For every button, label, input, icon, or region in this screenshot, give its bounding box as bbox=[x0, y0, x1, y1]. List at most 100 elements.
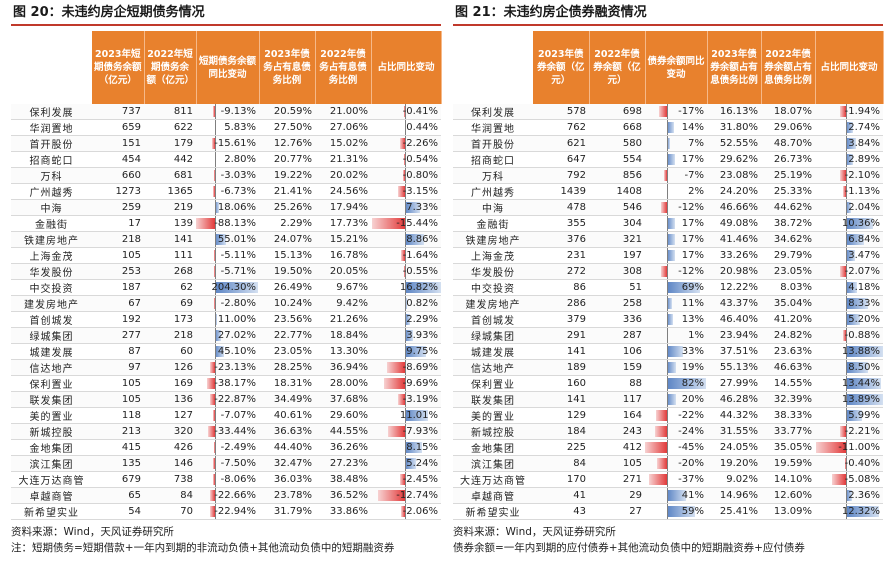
bar-value: -8.06% bbox=[220, 474, 256, 486]
company-cell: 招商蛇口 bbox=[11, 151, 92, 169]
table-row: 信达地产 97 126 -23.13% 28.25% 36.94% -8.69% bbox=[11, 359, 441, 377]
ratio-2022-cell: 38.72% bbox=[761, 215, 815, 233]
bar-value: 14% bbox=[681, 122, 704, 134]
bar-value: 13.88% bbox=[841, 346, 880, 358]
ratio-change-cell: -3.15% bbox=[371, 183, 441, 201]
bar-axis bbox=[666, 312, 668, 327]
bar-value: 17% bbox=[681, 218, 704, 230]
bar-axis bbox=[845, 184, 847, 199]
bar-value: 2.36% bbox=[848, 490, 880, 502]
ratio-change-cell: -15.44% bbox=[371, 215, 441, 233]
right-source: 资料来源：Wind，天风证券研究所 bbox=[453, 526, 616, 539]
company-cell: 金地集团 bbox=[453, 439, 533, 457]
bar-value: 13.89% bbox=[841, 394, 880, 406]
bar-axis bbox=[845, 344, 847, 359]
positive-bar bbox=[404, 234, 424, 246]
y2023-cell: 225 bbox=[533, 439, 589, 457]
bar-axis bbox=[214, 216, 216, 231]
bar-axis bbox=[404, 376, 406, 391]
y2023-cell: 65 bbox=[92, 487, 144, 505]
bar-value: -3.19% bbox=[402, 394, 438, 406]
bar-value: 8.86% bbox=[406, 234, 438, 246]
table-row: 中海 478 546 -12% 46.66% 44.62% 2.04% bbox=[453, 199, 883, 217]
yoy-change-cell: -22.66% bbox=[196, 487, 259, 505]
bar-value: -6.73% bbox=[220, 186, 256, 198]
table-row: 保利置业 105 169 -38.17% 18.31% 28.00% -9.69% bbox=[11, 375, 441, 393]
ratio-2023-cell: 23.78% bbox=[259, 487, 315, 505]
y2022-cell: 1365 bbox=[144, 183, 196, 201]
table-row: 新城控股 213 320 -33.44% 36.63% 44.55% -7.93% bbox=[11, 423, 441, 441]
company-cell: 美的置业 bbox=[453, 407, 533, 425]
bar-axis bbox=[214, 184, 216, 199]
company-cell: 首开股份 bbox=[11, 135, 92, 153]
right-table-body: 保利发展 578 698 -17% 16.13% 18.07% -1.94% 华润置地 762 6… bbox=[453, 104, 883, 521]
bar-axis bbox=[666, 424, 668, 439]
table-row: 联发集团 105 136 -22.87% 34.49% 37.68% -3.19% bbox=[11, 391, 441, 409]
ratio-2022-cell: 35.04% bbox=[761, 295, 815, 313]
bar-value: -7.50% bbox=[220, 458, 256, 470]
bar-value: 2.80% bbox=[224, 154, 256, 166]
table-row: 万科 660 681 -3.03% 19.22% 20.02% -0.80% bbox=[11, 167, 441, 185]
y2023-cell: 141 bbox=[533, 391, 589, 409]
y2022-cell: 164 bbox=[589, 407, 645, 425]
ratio-2023-cell: 55.13% bbox=[707, 359, 761, 377]
right-figure-title: 图 21：未违约房企债券融资情况 bbox=[453, 0, 883, 26]
yoy-change-cell: -5.11% bbox=[196, 247, 259, 265]
ratio-2022-cell: 28.00% bbox=[315, 375, 371, 393]
ratio-2023-cell: 22.77% bbox=[259, 327, 315, 345]
company-cell: 城建发展 bbox=[11, 343, 92, 361]
ratio-2023-cell: 19.22% bbox=[259, 167, 315, 185]
table-row: 绿城集团 291 287 1% 23.94% 24.82% -0.88% bbox=[453, 327, 883, 345]
company-cell: 大连万达商管 bbox=[453, 471, 533, 489]
company-cell: 信达地产 bbox=[11, 359, 92, 377]
ratio-change-cell: -0.80% bbox=[371, 167, 441, 185]
negative-bar bbox=[843, 330, 846, 342]
ratio-change-cell: 8.50% bbox=[815, 359, 883, 377]
table-row: 华发股份 272 308 -12% 20.98% 23.05% -2.07% bbox=[453, 263, 883, 281]
y2022-cell: 308 bbox=[589, 263, 645, 281]
bar-value: 2% bbox=[688, 186, 704, 198]
ratio-change-cell: 16.82% bbox=[371, 279, 441, 297]
yoy-change-cell: -5.71% bbox=[196, 263, 259, 281]
positive-bar bbox=[845, 298, 868, 310]
positive-bar bbox=[845, 250, 855, 262]
bar-value: 0.82% bbox=[406, 298, 438, 310]
negative-bar bbox=[400, 138, 405, 150]
y2023-cell: 355 bbox=[533, 215, 589, 233]
ratio-2022-cell: 38.33% bbox=[761, 407, 815, 425]
y2022-cell: 173 bbox=[144, 311, 196, 329]
left-notes: 资料来源：Wind，天风证券研究所 注：短期债务=短期借款+一年内到期的非流动负… bbox=[11, 524, 441, 556]
ratio-2023-cell: 27.99% bbox=[707, 375, 761, 393]
ratio-2022-cell: 36.94% bbox=[315, 359, 371, 377]
y2022-cell: 69 bbox=[144, 295, 196, 313]
ratio-2022-cell: 13.30% bbox=[315, 343, 371, 361]
company-cell: 新城控股 bbox=[453, 423, 533, 441]
right-header-corner bbox=[453, 31, 533, 104]
positive-bar bbox=[845, 138, 856, 150]
bar-axis bbox=[404, 312, 406, 327]
bar-value: 2.74% bbox=[848, 122, 880, 134]
y2023-cell: 129 bbox=[533, 407, 589, 425]
table-row: 新希望实业 43 27 59% 25.41% 13.09% 12.32% bbox=[453, 503, 883, 521]
yoy-change-cell: -7.50% bbox=[196, 455, 259, 473]
bar-axis bbox=[404, 296, 406, 311]
table-row: 首创城发 379 336 13% 46.40% 41.20% 5.20% bbox=[453, 311, 883, 329]
yoy-change-cell: -22.87% bbox=[196, 391, 259, 409]
y2022-cell: 126 bbox=[144, 359, 196, 377]
company-cell: 新城控股 bbox=[11, 423, 92, 441]
y2022-cell: 51 bbox=[589, 279, 645, 297]
ratio-2022-cell: 33.77% bbox=[761, 423, 815, 441]
y2022-cell: 321 bbox=[589, 231, 645, 249]
positive-bar bbox=[666, 490, 687, 502]
ratio-2022-cell: 41.20% bbox=[761, 311, 815, 329]
ratio-change-cell: -3.19% bbox=[371, 391, 441, 409]
yoy-change-cell: 13% bbox=[645, 311, 707, 329]
y2022-cell: 442 bbox=[144, 151, 196, 169]
ratio-change-cell: 8.15% bbox=[371, 439, 441, 457]
y2022-cell: 146 bbox=[144, 455, 196, 473]
negative-bar bbox=[210, 506, 215, 518]
yoy-change-cell: 7% bbox=[645, 135, 707, 153]
bar-value: 17% bbox=[681, 250, 704, 262]
ratio-2022-cell: 9.67% bbox=[315, 279, 371, 297]
positive-bar bbox=[666, 346, 683, 358]
